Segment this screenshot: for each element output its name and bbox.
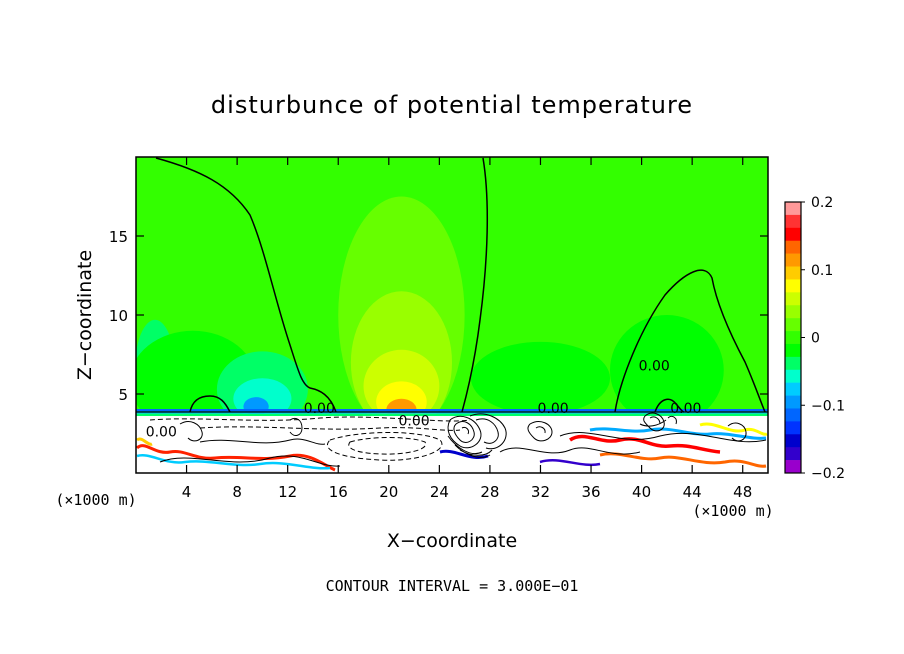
x-tick-label: 44 bbox=[683, 483, 702, 501]
dashed-contour bbox=[199, 426, 461, 431]
zero-contour bbox=[189, 395, 231, 413]
dense-contour-cluster bbox=[527, 421, 553, 442]
chart-title: disturbunce of potential temperature bbox=[211, 91, 693, 119]
solid-contour bbox=[499, 447, 641, 455]
colorbar-swatch bbox=[785, 227, 801, 242]
cool-streak bbox=[136, 453, 331, 470]
y-axis: 5 10 15 bbox=[109, 228, 768, 404]
colorbar-swatch bbox=[785, 292, 801, 306]
plot-area: 0.00 0.00 0.00 0.00 0.00 0.00 bbox=[136, 157, 768, 473]
solid-contour bbox=[559, 432, 767, 443]
warm-streak bbox=[136, 444, 336, 472]
x-tick-label: 32 bbox=[531, 483, 550, 501]
colorbar-swatch bbox=[785, 460, 801, 474]
contour-interval-note: CONTOUR INTERVAL = 3.000E−01 bbox=[326, 577, 579, 595]
colorbar-swatch bbox=[785, 408, 801, 422]
dense-contour-cluster bbox=[179, 417, 303, 442]
colorbar-swatch bbox=[785, 395, 801, 409]
solid-contour bbox=[199, 438, 326, 445]
contour-label: 0.00 bbox=[304, 401, 335, 417]
colorbar-swatch bbox=[785, 279, 801, 293]
x-tick-label: 12 bbox=[278, 483, 297, 501]
dashed-contour bbox=[348, 437, 427, 455]
x-axis-label: X−coordinate bbox=[387, 530, 517, 552]
contour-label: 0.00 bbox=[639, 358, 670, 374]
contour-label: 0.00 bbox=[398, 414, 429, 430]
colorbar-swatch bbox=[785, 266, 801, 280]
dense-contour-cluster bbox=[447, 413, 507, 458]
warm-streak bbox=[569, 434, 721, 454]
x-tick-label: 40 bbox=[632, 483, 651, 501]
cool-streak bbox=[539, 459, 601, 467]
colorbar-swatch bbox=[785, 331, 801, 345]
dense-contour-cluster bbox=[639, 412, 677, 432]
warm-streak bbox=[136, 437, 153, 446]
y-tick-label: 15 bbox=[109, 228, 128, 246]
contour-label-layer: 0.00 0.00 0.00 0.00 0.00 0.00 bbox=[146, 358, 702, 440]
colorbar-label: 0 bbox=[811, 331, 820, 347]
x-tick-label: 36 bbox=[581, 483, 600, 501]
x-tick-label: 20 bbox=[379, 483, 398, 501]
x-tick-label: 8 bbox=[232, 483, 242, 501]
colorbar-swatch bbox=[785, 421, 801, 435]
colorbar-swatch bbox=[785, 434, 801, 448]
y-tick-label: 5 bbox=[118, 386, 128, 404]
field-blob bbox=[470, 341, 610, 415]
colorbar-label: 0.2 bbox=[811, 195, 833, 211]
x-tick-label: 48 bbox=[733, 483, 752, 501]
dashed-contour bbox=[149, 416, 471, 422]
contour-lines bbox=[136, 157, 768, 413]
colorbar-label: −0.2 bbox=[811, 466, 845, 482]
warm-streak bbox=[599, 452, 767, 468]
colorbar-swatch bbox=[785, 253, 801, 267]
x-tick-label: 4 bbox=[182, 483, 192, 501]
colorbar-label: −0.1 bbox=[811, 398, 845, 414]
x-unit-right: (×1000 m) bbox=[692, 502, 773, 520]
colorbar-swatch bbox=[785, 202, 801, 216]
y-tick-label: 10 bbox=[109, 307, 128, 325]
colorbar-swatch bbox=[785, 318, 801, 332]
surface-turbulence bbox=[136, 412, 768, 473]
contour-label: 0.00 bbox=[670, 401, 701, 417]
warm-streak bbox=[699, 422, 768, 436]
colorbar: 0.2 0.1 0 −0.1 −0.2 bbox=[784, 195, 845, 482]
colorbar-swatch bbox=[785, 240, 801, 254]
x-tick-label: 24 bbox=[430, 483, 449, 501]
x-tick-label: 28 bbox=[480, 483, 499, 501]
colorbar-swatch bbox=[785, 369, 801, 383]
x-tick-label: 16 bbox=[329, 483, 348, 501]
y-axis-label: Z−coordinate bbox=[74, 250, 96, 380]
solid-contour bbox=[727, 422, 747, 442]
contour-label: 0.00 bbox=[146, 425, 177, 441]
zero-contour bbox=[654, 398, 685, 413]
solid-contour bbox=[159, 455, 341, 467]
zero-contour bbox=[461, 157, 489, 413]
colorbar-swatch bbox=[785, 214, 801, 229]
colorbar-swatch bbox=[785, 356, 801, 371]
zero-contour bbox=[155, 157, 337, 413]
colorbar-label: 0.1 bbox=[811, 263, 833, 279]
colorbar-swatch bbox=[785, 382, 801, 396]
colorbar-swatch bbox=[785, 343, 801, 358]
colorbar-swatch bbox=[785, 447, 801, 461]
zero-contour bbox=[614, 269, 766, 413]
colorbar-swatch bbox=[785, 305, 801, 319]
x-unit-left: (×1000 m) bbox=[55, 491, 136, 509]
field-region bbox=[136, 409, 768, 412]
cool-streak bbox=[589, 427, 767, 440]
contour-label: 0.00 bbox=[538, 401, 569, 417]
x-axis: 4 8 12 16 20 24 28 32 36 40 44 48 bbox=[182, 157, 752, 501]
